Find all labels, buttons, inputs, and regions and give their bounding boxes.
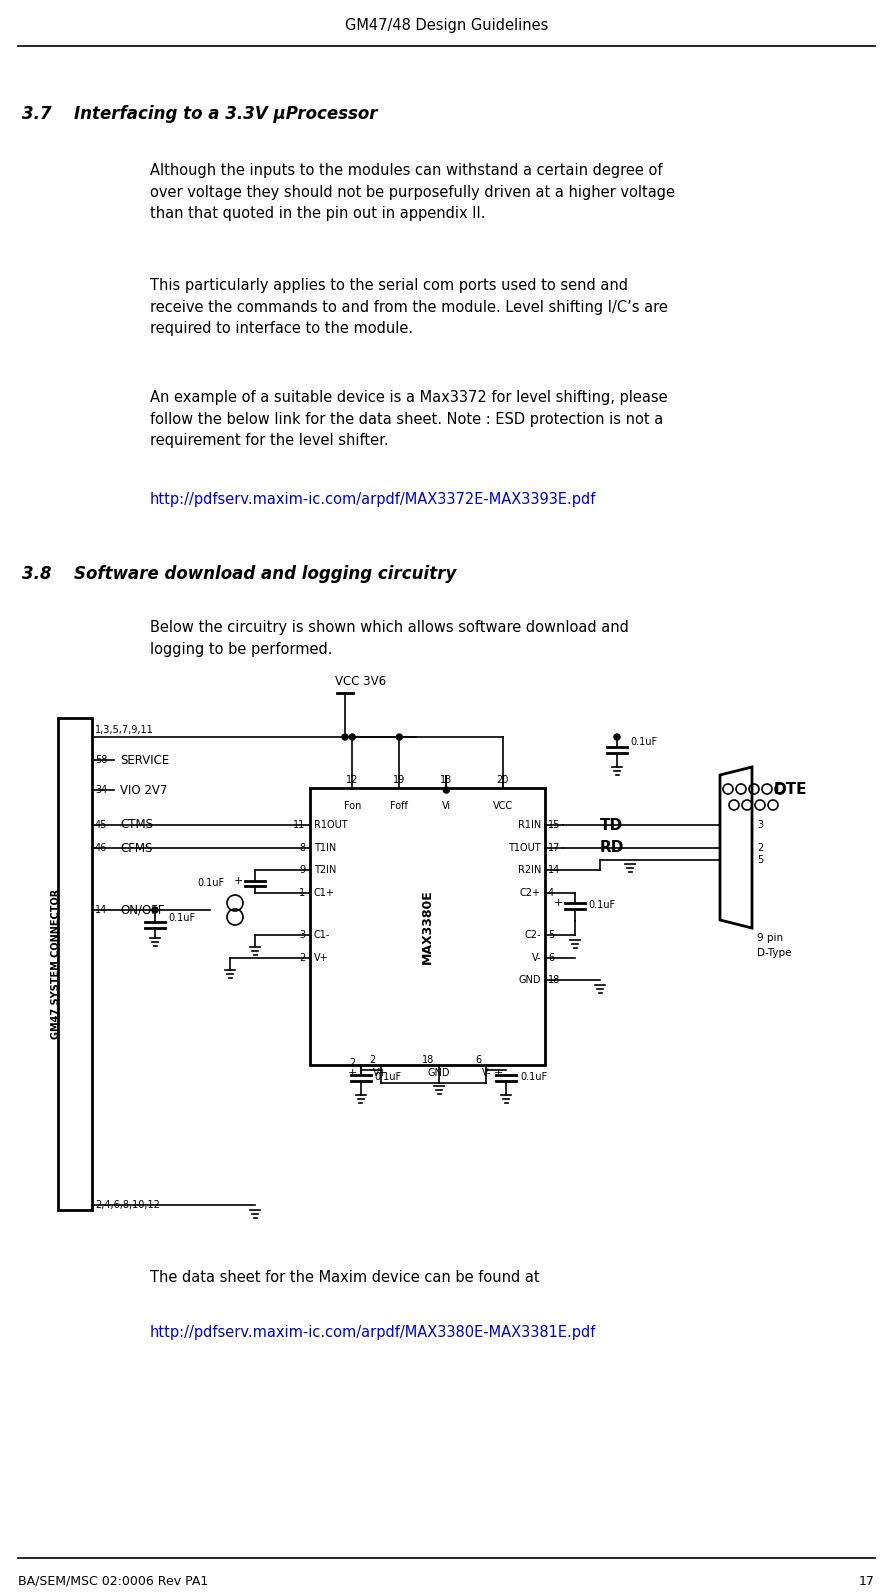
Text: 0.1uF: 0.1uF xyxy=(198,878,225,887)
Text: VIO 2V7: VIO 2V7 xyxy=(120,784,167,796)
Text: 17: 17 xyxy=(548,843,561,852)
Circle shape xyxy=(443,787,449,793)
Text: http://pdfserv.maxim-ic.com/arpdf/MAX3380E-MAX3381E.pdf: http://pdfserv.maxim-ic.com/arpdf/MAX338… xyxy=(150,1325,597,1341)
Text: V+: V+ xyxy=(314,953,329,962)
Text: +: + xyxy=(554,899,563,908)
Text: D-Type: D-Type xyxy=(757,948,791,958)
Circle shape xyxy=(396,734,403,741)
Text: CTMS: CTMS xyxy=(120,819,153,832)
Text: 4: 4 xyxy=(548,887,555,899)
Text: GND: GND xyxy=(519,975,541,985)
Text: VCC 3V6: VCC 3V6 xyxy=(335,675,386,688)
Text: C2+: C2+ xyxy=(520,887,541,899)
Text: 17: 17 xyxy=(859,1575,875,1588)
Text: 46: 46 xyxy=(95,843,107,852)
Text: 58: 58 xyxy=(95,755,107,764)
Text: 1,3,5,7,9,11: 1,3,5,7,9,11 xyxy=(95,725,154,736)
Text: 14: 14 xyxy=(95,905,107,915)
Text: 1: 1 xyxy=(299,887,305,899)
Text: V-: V- xyxy=(481,1068,491,1077)
Text: TD: TD xyxy=(600,817,623,833)
Text: SERVICE: SERVICE xyxy=(120,753,170,766)
Text: Fon: Fon xyxy=(344,801,361,811)
Text: 2: 2 xyxy=(349,1058,355,1068)
Text: BA/SEM/MSC 02:0006 Rev PA1: BA/SEM/MSC 02:0006 Rev PA1 xyxy=(18,1575,208,1588)
Text: 9: 9 xyxy=(299,865,305,875)
Text: V+: V+ xyxy=(373,1068,388,1077)
Text: T1OUT: T1OUT xyxy=(508,843,541,852)
Circle shape xyxy=(152,907,158,913)
Text: An example of a suitable device is a Max3372 for level shifting, please
follow t: An example of a suitable device is a Max… xyxy=(150,389,668,448)
Text: 3: 3 xyxy=(299,930,305,940)
Text: 14: 14 xyxy=(548,865,560,875)
Text: T2IN: T2IN xyxy=(314,865,337,875)
Text: V-: V- xyxy=(531,953,541,962)
Text: Below the circuitry is shown which allows software download and
logging to be pe: Below the circuitry is shown which allow… xyxy=(150,619,629,656)
Text: RD: RD xyxy=(600,841,624,855)
Text: CFMS: CFMS xyxy=(120,841,153,854)
Text: Vi: Vi xyxy=(442,801,451,811)
Text: C1+: C1+ xyxy=(314,887,335,899)
Text: C2-: C2- xyxy=(524,930,541,940)
Text: 3: 3 xyxy=(757,820,764,830)
Text: 12: 12 xyxy=(346,776,358,785)
Text: 2,4,6,8,10,12: 2,4,6,8,10,12 xyxy=(95,1200,160,1210)
Text: 20: 20 xyxy=(497,776,509,785)
Text: 6: 6 xyxy=(475,1055,481,1065)
Text: 13: 13 xyxy=(440,776,453,785)
Text: GM47/48 Design Guidelines: GM47/48 Design Guidelines xyxy=(345,18,548,34)
Text: 9 pin: 9 pin xyxy=(757,934,783,943)
Text: 11: 11 xyxy=(293,820,305,830)
Text: 3.8: 3.8 xyxy=(22,565,52,583)
Text: 2: 2 xyxy=(299,953,305,962)
Bar xyxy=(310,788,545,1065)
Text: This particularly applies to the serial com ports used to send and
receive the c: This particularly applies to the serial … xyxy=(150,278,668,337)
Text: DTE: DTE xyxy=(773,782,806,798)
Text: 19: 19 xyxy=(393,776,405,785)
Text: Although the inputs to the modules can withstand a certain degree of
over voltag: Although the inputs to the modules can w… xyxy=(150,163,675,222)
Text: Foff: Foff xyxy=(390,801,408,811)
Text: +: + xyxy=(234,876,243,886)
Text: 18: 18 xyxy=(548,975,560,985)
Text: ON/OFF: ON/OFF xyxy=(120,903,164,916)
Text: 5: 5 xyxy=(757,855,764,865)
Bar xyxy=(58,718,92,1210)
Text: 0.1uF: 0.1uF xyxy=(168,913,196,922)
Text: 2: 2 xyxy=(369,1055,375,1065)
Circle shape xyxy=(342,734,348,741)
Text: Software download and logging circuitry: Software download and logging circuitry xyxy=(74,565,456,583)
Text: +: + xyxy=(348,1068,357,1077)
Text: 3.7: 3.7 xyxy=(22,105,52,123)
Text: http://pdfserv.maxim-ic.com/arpdf/MAX3372E-MAX3393E.pdf: http://pdfserv.maxim-ic.com/arpdf/MAX337… xyxy=(150,492,597,508)
Text: GM47 SYSTEM CONNECTOR: GM47 SYSTEM CONNECTOR xyxy=(51,889,61,1039)
Text: T1IN: T1IN xyxy=(314,843,337,852)
Text: 0.1uF: 0.1uF xyxy=(521,1073,547,1082)
Text: C1-: C1- xyxy=(314,930,330,940)
Text: 0.1uF: 0.1uF xyxy=(588,900,615,910)
Circle shape xyxy=(614,734,620,741)
Text: 5: 5 xyxy=(548,930,555,940)
Text: R1OUT: R1OUT xyxy=(314,820,347,830)
Text: MAX3380E: MAX3380E xyxy=(421,889,434,964)
Text: 34: 34 xyxy=(95,785,107,795)
Text: R1IN: R1IN xyxy=(518,820,541,830)
Text: 6: 6 xyxy=(548,953,555,962)
Circle shape xyxy=(349,734,355,741)
Text: 15: 15 xyxy=(548,820,561,830)
Text: 45: 45 xyxy=(95,820,107,830)
Text: 2: 2 xyxy=(757,843,764,852)
Text: R2IN: R2IN xyxy=(518,865,541,875)
Text: The data sheet for the Maxim device can be found at: The data sheet for the Maxim device can … xyxy=(150,1270,539,1285)
Text: 8: 8 xyxy=(299,843,305,852)
Text: GND: GND xyxy=(428,1068,450,1077)
Text: VCC: VCC xyxy=(493,801,513,811)
Text: Interfacing to a 3.3V μProcessor: Interfacing to a 3.3V μProcessor xyxy=(74,105,378,123)
Text: +: + xyxy=(494,1068,504,1077)
Text: 18: 18 xyxy=(422,1055,434,1065)
Text: 0.1uF: 0.1uF xyxy=(630,737,657,747)
Text: 0.1uF: 0.1uF xyxy=(374,1073,402,1082)
